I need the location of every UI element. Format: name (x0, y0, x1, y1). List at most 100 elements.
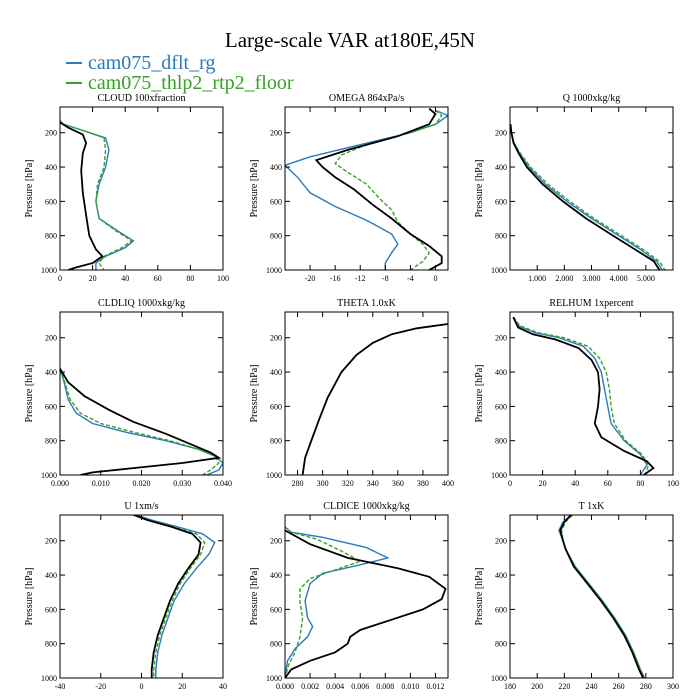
series-line (60, 368, 223, 475)
x-tick-label: 0.012 (426, 682, 444, 691)
x-tick-label: 0.008 (376, 682, 394, 691)
y-tick-label: 200 (495, 129, 507, 138)
x-tick-label: 0.006 (351, 682, 369, 691)
panel: CLDICE 1000xkg/kg Pressure [hPa] 0.000 0.00… (249, 501, 449, 691)
y-tick-label: 400 (495, 368, 507, 377)
y-tick-label: 400 (45, 368, 57, 377)
x-tick-label: 300 (667, 682, 679, 691)
y-tick-label: 800 (45, 640, 57, 649)
y-tick-label: 800 (495, 437, 507, 446)
panel-title: THETA 1.0xK (337, 298, 396, 309)
panel-frame (509, 106, 674, 271)
series-line (510, 124, 661, 270)
x-tick-label: 20 (178, 682, 186, 691)
x-tick-label: 180 (504, 682, 516, 691)
x-tick-label: -40 (55, 682, 66, 691)
x-tick-label: -20 (95, 682, 106, 691)
x-tick-label: 60 (154, 274, 162, 283)
panel-frame (509, 514, 674, 679)
series-line (510, 124, 663, 270)
panel: U 1xm/s Pressure [hPa] -40 -20 0 20 40 200 400 60… (24, 501, 227, 691)
panel-title: RELHUM 1xpercent (549, 298, 633, 309)
y-tick-label: 1000 (266, 471, 282, 480)
y-tick-label: 400 (45, 571, 57, 580)
figure-title: Large-scale VAR at180E,45N (224, 28, 476, 52)
x-tick-label: 300 (317, 479, 329, 488)
x-tick-label: 60 (604, 479, 612, 488)
y-tick-label: 600 (495, 402, 507, 411)
y-tick-label: 600 (495, 605, 507, 614)
x-tick-label: 400 (442, 479, 454, 488)
panel-frame (59, 311, 224, 476)
series-line (134, 515, 216, 678)
x-tick-label: 200 (531, 682, 543, 691)
y-axis-label: Pressure [hPa] (249, 159, 260, 217)
y-axis-label: Pressure [hPa] (249, 364, 260, 422)
x-tick-label: 280 (292, 479, 304, 488)
panel: OMEGA 864xPa/s Pressure [hPa] -20 -16 -12 -8 -… (249, 93, 449, 283)
y-tick-label: 200 (270, 334, 282, 343)
panel-frame (284, 106, 449, 271)
x-tick-label: 0.040 (214, 479, 232, 488)
x-tick-label: 0.000 (276, 682, 294, 691)
y-axis-label: Pressure [hPa] (474, 567, 485, 625)
panel: RELHUM 1xpercent Pressure [hPa] 0 20 40 60 80 1… (474, 298, 679, 488)
series-line (512, 316, 655, 475)
y-tick-label: 600 (45, 402, 57, 411)
x-tick-label: 40 (571, 479, 579, 488)
x-tick-label: 0.000 (51, 479, 69, 488)
y-tick-label: 200 (45, 129, 57, 138)
legend-swatch-dflt (66, 62, 82, 64)
x-tick-label: 80 (636, 479, 644, 488)
y-tick-label: 400 (45, 163, 57, 172)
x-tick-label: 0 (140, 682, 144, 691)
series-line (314, 108, 443, 270)
panel: T 1xK Pressure [hPa] 180 200 220 240 260 280 300… (474, 501, 679, 691)
x-tick-label: 280 (640, 682, 652, 691)
panel-frame (284, 514, 449, 679)
panel-title: OMEGA 864xPa/s (329, 93, 404, 104)
x-tick-label: 0 (433, 274, 437, 283)
y-axis-label: Pressure [hPa] (474, 159, 485, 217)
y-tick-label: 1000 (266, 674, 282, 683)
series-line (60, 368, 220, 475)
panel: Q 1000xkg/kg Pressure [hPa] 1.000 2.000 3.00… (474, 93, 674, 283)
series-line (60, 368, 222, 475)
y-tick-label: 400 (495, 571, 507, 580)
y-tick-label: 200 (495, 334, 507, 343)
y-tick-label: 1000 (41, 471, 57, 480)
panel-frame (59, 106, 224, 271)
y-tick-label: 200 (495, 537, 507, 546)
panel-title: T 1xK (579, 501, 605, 512)
y-tick-label: 800 (495, 232, 507, 241)
series-line (285, 526, 362, 678)
legend-item-thlp2: cam075_thlp2_rtp2_floor (66, 72, 294, 94)
x-tick-label: 80 (186, 274, 194, 283)
y-tick-label: 600 (270, 605, 282, 614)
x-tick-label: 0.030 (173, 479, 191, 488)
x-tick-label: 40 (219, 682, 227, 691)
x-tick-label: 3.000 (583, 274, 601, 283)
x-tick-label: 100 (667, 479, 679, 488)
series-line (559, 515, 644, 678)
x-tick-label: 100 (217, 274, 229, 283)
panel-title: U 1xm/s (124, 501, 158, 512)
y-tick-label: 200 (45, 334, 57, 343)
panel: CLDLIQ 1000xkg/kg Pressure [hPa] 0.000 0.01… (24, 298, 232, 488)
series-line (334, 109, 443, 270)
x-tick-label: 0.002 (301, 682, 319, 691)
y-tick-label: 200 (45, 537, 57, 546)
series-line (558, 515, 646, 678)
y-tick-label: 1000 (491, 266, 507, 275)
x-tick-label: 0.010 (92, 479, 110, 488)
x-tick-label: 5.000 (637, 274, 655, 283)
x-tick-label: 0 (508, 479, 512, 488)
x-tick-label: -4 (407, 274, 414, 283)
y-tick-label: 800 (45, 232, 57, 241)
x-tick-label: 380 (417, 479, 429, 488)
panel-frame (509, 311, 674, 476)
y-tick-label: 400 (495, 163, 507, 172)
y-axis-label: Pressure [hPa] (24, 159, 35, 217)
series-line (131, 515, 202, 678)
panel-title: CLDLIQ 1000xkg/kg (98, 298, 185, 309)
